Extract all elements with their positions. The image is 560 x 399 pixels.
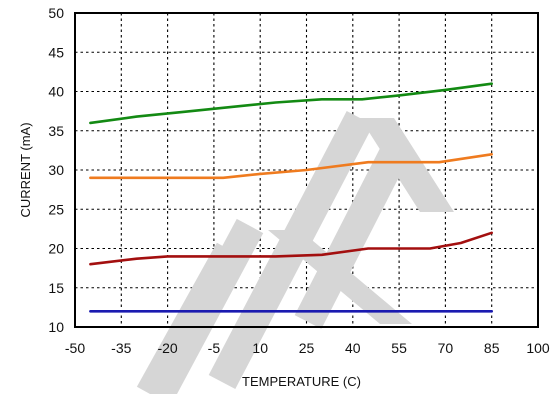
- x-tick-label: 25: [299, 340, 315, 356]
- x-tick-label: -35: [111, 340, 131, 356]
- y-tick-label: 30: [48, 162, 64, 178]
- x-tick-label: -5: [208, 340, 221, 356]
- y-axis-title: CURRENT (mA): [18, 122, 33, 217]
- watermark-stroke: [294, 139, 412, 329]
- x-tick-label: 85: [484, 340, 500, 356]
- y-tick-label: 15: [48, 280, 64, 296]
- y-tick-label: 45: [48, 44, 64, 60]
- watermark-stroke: [268, 230, 412, 324]
- x-tick-labels: -50 -35 -20 -5 10 25 40 55 70 85 100: [65, 340, 550, 356]
- y-tick-label: 40: [48, 84, 64, 100]
- x-tick-label: 40: [345, 340, 361, 356]
- series-line: [89, 153, 493, 180]
- x-tick-label: -50: [65, 340, 85, 356]
- plot-frame: [74, 12, 539, 328]
- x-tick-label: 10: [252, 340, 268, 356]
- watermark-stroke: [208, 111, 374, 389]
- y-tick-label: 25: [48, 201, 64, 217]
- y-tick-label: 50: [48, 5, 64, 21]
- series-line: [89, 82, 493, 125]
- y-tick-label: 10: [48, 319, 64, 335]
- x-tick-label: 100: [526, 340, 550, 356]
- x-axis-title: TEMPERATURE (C): [242, 374, 361, 389]
- watermark-stroke: [360, 118, 454, 212]
- y-tick-labels: 10 15 20 25 30 35 40 45 50: [48, 5, 64, 335]
- x-tick-label: 55: [391, 340, 407, 356]
- series-lines: [89, 82, 493, 313]
- watermark-stroke: [136, 242, 244, 399]
- y-tick-label: 20: [48, 241, 64, 257]
- y-tick-label: 35: [48, 123, 64, 139]
- x-tick-label: 70: [438, 340, 454, 356]
- x-tick-label: -20: [157, 340, 177, 356]
- series-line: [89, 231, 493, 266]
